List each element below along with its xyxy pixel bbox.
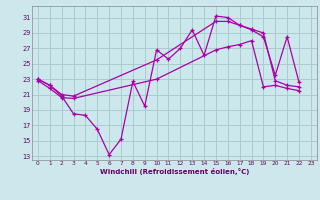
X-axis label: Windchill (Refroidissement éolien,°C): Windchill (Refroidissement éolien,°C) bbox=[100, 168, 249, 175]
